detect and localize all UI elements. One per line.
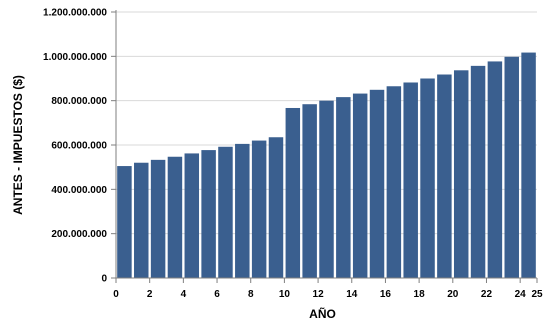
x-tick-label: 22 — [481, 289, 493, 300]
x-tick-label: 8 — [248, 289, 254, 300]
x-tick-labels: 0 2 4 6 8 10 12 14 16 18 20 22 24 25 — [113, 289, 543, 300]
bar-year-5 — [184, 153, 200, 278]
bar-year-14 — [336, 97, 351, 279]
bar-year-24 — [504, 56, 519, 278]
bar-year-17 — [386, 86, 402, 278]
bar-year-19 — [420, 78, 435, 278]
bar-year-1 — [117, 166, 132, 278]
bar-year-10 — [268, 137, 284, 278]
bar-year-11 — [285, 107, 301, 279]
y-tick-label: 200.000.000 — [51, 229, 107, 240]
x-tick-label: 18 — [414, 289, 426, 300]
y-tick-label: 400.000.000 — [51, 185, 107, 196]
y-tick-labels: 0 200.000.000 400.000.000 600.000.000 800.00… — [43, 8, 107, 285]
bar-year-18 — [403, 82, 418, 279]
x-tick-label: 12 — [313, 289, 325, 300]
y-tick-label: 1.200.000.000 — [43, 8, 107, 19]
y-tick-label: 0 — [101, 274, 107, 285]
x-tick-label: 4 — [181, 289, 187, 300]
x-tick-label: 6 — [214, 289, 220, 300]
y-tick-label: 600.000.000 — [51, 141, 107, 152]
bar-year-23 — [487, 61, 503, 278]
bar-year-16 — [369, 89, 385, 279]
bar-year-4 — [167, 156, 183, 278]
bar-year-22 — [470, 65, 486, 279]
x-tick-label: 2 — [147, 289, 153, 300]
bar-year-12 — [302, 104, 317, 278]
x-tick-label: 24 — [515, 289, 527, 300]
x-tick-label: 20 — [447, 289, 459, 300]
bar-year-15 — [352, 93, 368, 278]
y-tick-label: 1.000.000.000 — [43, 52, 107, 63]
bar-year-21 — [453, 70, 469, 278]
bar-year-20 — [437, 74, 452, 278]
bar-year-25 — [521, 52, 536, 278]
axes — [111, 10, 538, 283]
x-tick-label: 0 — [113, 289, 119, 300]
bar-year-8 — [235, 143, 250, 278]
x-tick-label: 25 — [531, 289, 543, 300]
bar-year-13 — [319, 100, 334, 279]
y-tick-label: 800.000.000 — [51, 96, 107, 107]
bar-year-7 — [218, 146, 233, 278]
x-tick-label: 10 — [279, 289, 291, 300]
x-tick-label: 14 — [346, 289, 358, 300]
bar-year-6 — [201, 150, 216, 278]
bar-year-9 — [251, 140, 267, 278]
x-axis-title: AÑO — [309, 306, 336, 321]
y-axis-title: ANTES - IMPUESTOS ($) — [11, 75, 25, 215]
x-tick-label: 16 — [380, 289, 392, 300]
bar-year-2 — [134, 162, 149, 278]
bar-year-3 — [150, 159, 166, 278]
bars — [117, 52, 536, 279]
